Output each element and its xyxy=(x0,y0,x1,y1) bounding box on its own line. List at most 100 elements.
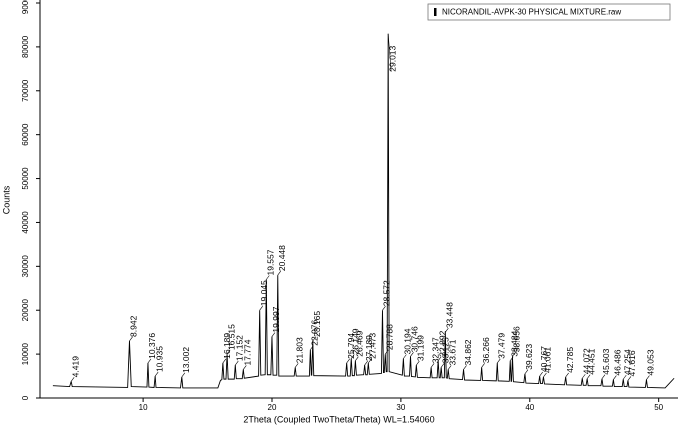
legend-marker xyxy=(434,8,437,16)
peak-leader xyxy=(565,372,569,378)
y-tick-label: 60000 xyxy=(21,123,30,146)
peak-leader xyxy=(355,356,359,361)
peak-label: 38.656 xyxy=(512,326,522,352)
peak-label: 28.788 xyxy=(385,324,395,350)
peak-label: 29.013 xyxy=(387,45,397,71)
peak-label: 30.194 xyxy=(403,328,413,354)
peak-label: 47.616 xyxy=(627,350,637,376)
x-tick-label: 20 xyxy=(268,403,277,412)
peak-leader xyxy=(129,336,133,342)
y-tick-label: 30000 xyxy=(21,255,30,278)
peak-leader xyxy=(403,354,407,359)
peak-label: 40.767 xyxy=(539,346,549,372)
peak-leader xyxy=(226,349,231,355)
peak-label: 26.469 xyxy=(355,330,365,356)
peak-leader xyxy=(430,363,435,368)
peak-label: 16.515 xyxy=(226,324,236,350)
peak-label: 13.002 xyxy=(181,347,191,373)
peak-leader xyxy=(70,377,75,382)
x-tick-label: 10 xyxy=(139,403,148,412)
peak-leader xyxy=(463,365,467,370)
legend-box xyxy=(427,3,671,21)
y-tick-label: 40000 xyxy=(21,211,30,234)
peak-leader xyxy=(243,365,247,370)
legend-label: NICORANDIL-AVPK-30 PHYSICAL MIXTURE.raw xyxy=(442,8,621,17)
peak-leader xyxy=(440,363,445,368)
x-tick-label: 30 xyxy=(396,403,405,412)
peak-leader xyxy=(623,374,627,380)
peak-label: 36.266 xyxy=(481,337,491,363)
peak-label: 46.486 xyxy=(613,349,623,375)
x-axis-title: 2Theta (Coupled TwoTheta/Theta) WL=1.540… xyxy=(243,414,434,424)
peak-label: 42.785 xyxy=(565,347,575,373)
y-axis-title: Counts xyxy=(1,185,11,214)
peak-leader xyxy=(445,327,449,333)
y-tick-label: 0 xyxy=(21,395,30,400)
peak-label: 37.479 xyxy=(497,333,507,359)
peak-label: 31.199 xyxy=(416,335,426,361)
peak-leader xyxy=(181,372,186,378)
y-tick-label: 10000 xyxy=(21,342,30,365)
peak-label: 28.572 xyxy=(382,280,392,306)
peak-label: 21.803 xyxy=(294,337,304,363)
peak-leader xyxy=(410,352,414,357)
peak-leader xyxy=(646,375,650,380)
peak-leader xyxy=(509,356,514,361)
peak-label: 33.671 xyxy=(447,339,457,365)
peak-leader xyxy=(385,349,389,355)
peak-leader xyxy=(154,371,159,377)
peak-leader xyxy=(294,363,299,368)
peak-leader xyxy=(259,306,263,311)
peak-leader xyxy=(512,352,516,357)
peak-label: 25.794 xyxy=(346,333,356,359)
peak-label: 27.473 xyxy=(368,333,378,359)
y-tick-label: 20000 xyxy=(21,299,30,322)
pattern-line xyxy=(52,33,675,389)
peak-label: 22.976 xyxy=(310,319,320,345)
peak-leader xyxy=(351,354,355,359)
peak-label: 41.061 xyxy=(543,347,553,373)
y-tick-label: 80000 xyxy=(21,35,30,58)
peak-leader xyxy=(447,365,452,370)
peak-leader xyxy=(368,358,372,364)
peak-label: 10.376 xyxy=(147,333,157,359)
peak-label: 32.347 xyxy=(430,337,440,363)
peak-label: 23.165 xyxy=(312,311,322,337)
peak-label: 34.862 xyxy=(463,339,473,365)
peak-label: 47.254 xyxy=(623,349,633,375)
peak-label: 45.603 xyxy=(601,348,611,374)
peak-label: 44.451 xyxy=(586,348,596,374)
peak-label: 17.774 xyxy=(243,339,253,365)
peak-leader xyxy=(437,356,442,361)
peak-leader xyxy=(346,358,350,364)
peak-label: 38.484 xyxy=(509,330,519,356)
peak-leader xyxy=(627,376,632,381)
peak-leader xyxy=(416,360,420,366)
peak-leader xyxy=(271,332,276,337)
peak-leader xyxy=(524,369,529,375)
peak-leader xyxy=(586,374,591,379)
peak-leader xyxy=(387,33,392,72)
x-tick-label: 40 xyxy=(525,403,534,412)
peak-leader xyxy=(582,374,586,379)
peak-label: 10.935 xyxy=(154,346,164,372)
x-tick-label: 50 xyxy=(654,403,663,412)
peak-leader xyxy=(222,358,227,364)
peak-label: 33.125 xyxy=(440,337,450,363)
peak-label: 4.419 xyxy=(70,356,80,378)
peak-leader xyxy=(147,358,152,364)
peak-leader xyxy=(613,375,617,380)
peak-label: 49.053 xyxy=(646,349,656,375)
peak-label: 39.623 xyxy=(524,344,534,370)
peak-label: 44.072 xyxy=(582,348,592,374)
peak-leader xyxy=(235,360,239,366)
y-tick-label: 50000 xyxy=(21,167,30,190)
peak-label: 33.448 xyxy=(445,302,455,328)
peak-leader xyxy=(266,275,270,280)
peak-leader xyxy=(601,374,606,379)
peak-label: 32.892 xyxy=(437,330,447,356)
peak-leader xyxy=(312,336,317,342)
y-tick-label: 90000 xyxy=(21,0,30,14)
peak-label: 20.448 xyxy=(277,245,287,271)
